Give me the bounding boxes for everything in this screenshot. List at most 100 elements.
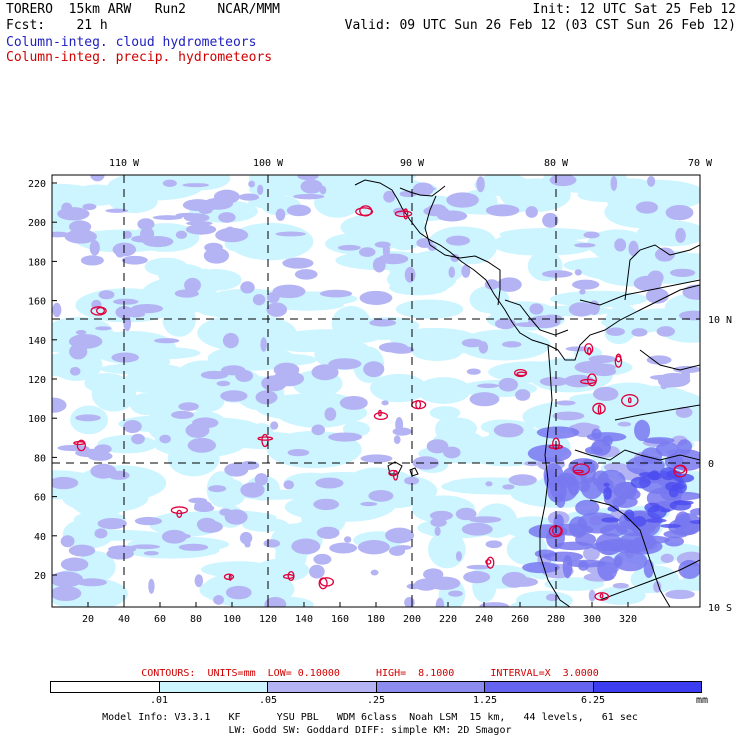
model-info-line2: LW: Godd SW: Goddard DIFF: simple KM: 2D… [228,725,512,736]
precip-contour [627,397,632,404]
cloud-cell [339,395,368,410]
cloud-cell [461,338,484,348]
cloud-cell [602,435,613,447]
cloud-cell [248,195,297,209]
cloud-cell [115,246,126,258]
cloud-cell [311,364,339,381]
precip-field-label: Column-integ. precip. hydrometeors [6,50,273,65]
x-grid-label: 160 [331,614,349,625]
cloud-cell [313,553,332,565]
cloud-cell [97,518,127,530]
x-grid-label: 60 [154,614,166,625]
cloud-cell [455,507,477,521]
cloud-cell [510,599,568,607]
cloud-cell [95,326,112,331]
cloud-cell [430,517,447,527]
cloud-cell [493,423,524,438]
cloud-cell [208,485,227,493]
cloud-cell [669,500,692,511]
latitude-label: 10 N [708,315,732,326]
precip-contour [551,525,562,536]
precip-contour [673,464,686,474]
cloud-cell [134,516,163,526]
precip-contour [359,205,373,217]
cloud-cell [220,390,248,402]
cloud-cell [660,467,678,481]
cloud-cell [98,290,115,300]
cloud-cell [90,175,105,182]
cloud-cell [131,303,164,314]
cloud-cell [222,332,239,349]
cloud-cell [668,449,700,471]
cloud-cell [178,543,209,551]
cloud-cell [324,407,337,421]
cloud-cell [445,235,471,246]
precip-contour [90,306,107,316]
cloud-cell [689,519,700,525]
y-grid-label: 220 [28,179,46,190]
cloud-cell [393,435,401,445]
cloud-cell [292,193,325,200]
cloud-cell [343,536,352,543]
cloud-cell [654,247,675,262]
cloud-cell [244,540,251,548]
y-grid-label: 80 [34,453,46,464]
precip-contours [73,205,688,601]
x-grid-label: 260 [511,614,529,625]
x-grid-label: 100 [223,614,241,625]
cloud-cell [239,531,253,545]
cloud-cell [562,554,573,579]
cloud-cell [657,373,679,388]
cloud-cell [542,212,559,228]
precip-contour [614,355,623,368]
cloud-cell [337,244,361,251]
cloud-cell [331,305,371,342]
x-grid-label: 240 [475,614,493,625]
precip-contour [572,463,590,476]
precip-contour [95,306,106,315]
cloud-cell [597,586,646,605]
cloud-cell [194,500,213,512]
cloud-cell [607,505,620,512]
cloud-cell [443,446,461,459]
precip-contour [599,593,604,599]
cloud-cell [428,530,466,569]
cloud-cell [677,439,693,455]
cloud-cell [368,490,394,502]
cloud-cell [287,448,310,457]
cloud-cell [466,564,491,570]
cloud-cell [678,559,700,579]
cloud-cell [541,270,573,278]
cloud-cell [52,585,82,602]
cloud-cell [182,183,210,188]
cloud-cell [389,279,448,296]
cloud-cell [369,319,397,327]
cloud-cell [359,290,393,305]
cloud-cell [319,289,353,298]
cloud-cell [435,597,445,607]
cloud-cell [252,293,266,306]
lat-lon-grid [52,175,700,607]
color-bar [50,681,702,693]
cloud-cell [75,414,101,422]
cloud-cell [404,266,416,283]
cloud-cell [595,363,616,372]
precip-contour [552,437,560,450]
cloud-cell [374,241,391,248]
precip-contour [621,394,639,407]
cloud-cell [240,281,255,294]
precip-contour [378,409,382,417]
cloud-cell [89,240,100,256]
precip-contour [392,469,399,481]
cloud-cell [656,326,675,337]
cloud-cell [429,406,461,420]
cloud-cell [665,589,695,600]
cloud-cell [52,302,62,318]
cloud-cell [592,386,619,402]
x-grid-label: 220 [439,614,457,625]
colorbar-label: .01 [149,695,169,706]
cloud-cell [68,544,96,557]
cloud-cell [550,476,579,502]
colorbar-swatch [268,682,377,692]
